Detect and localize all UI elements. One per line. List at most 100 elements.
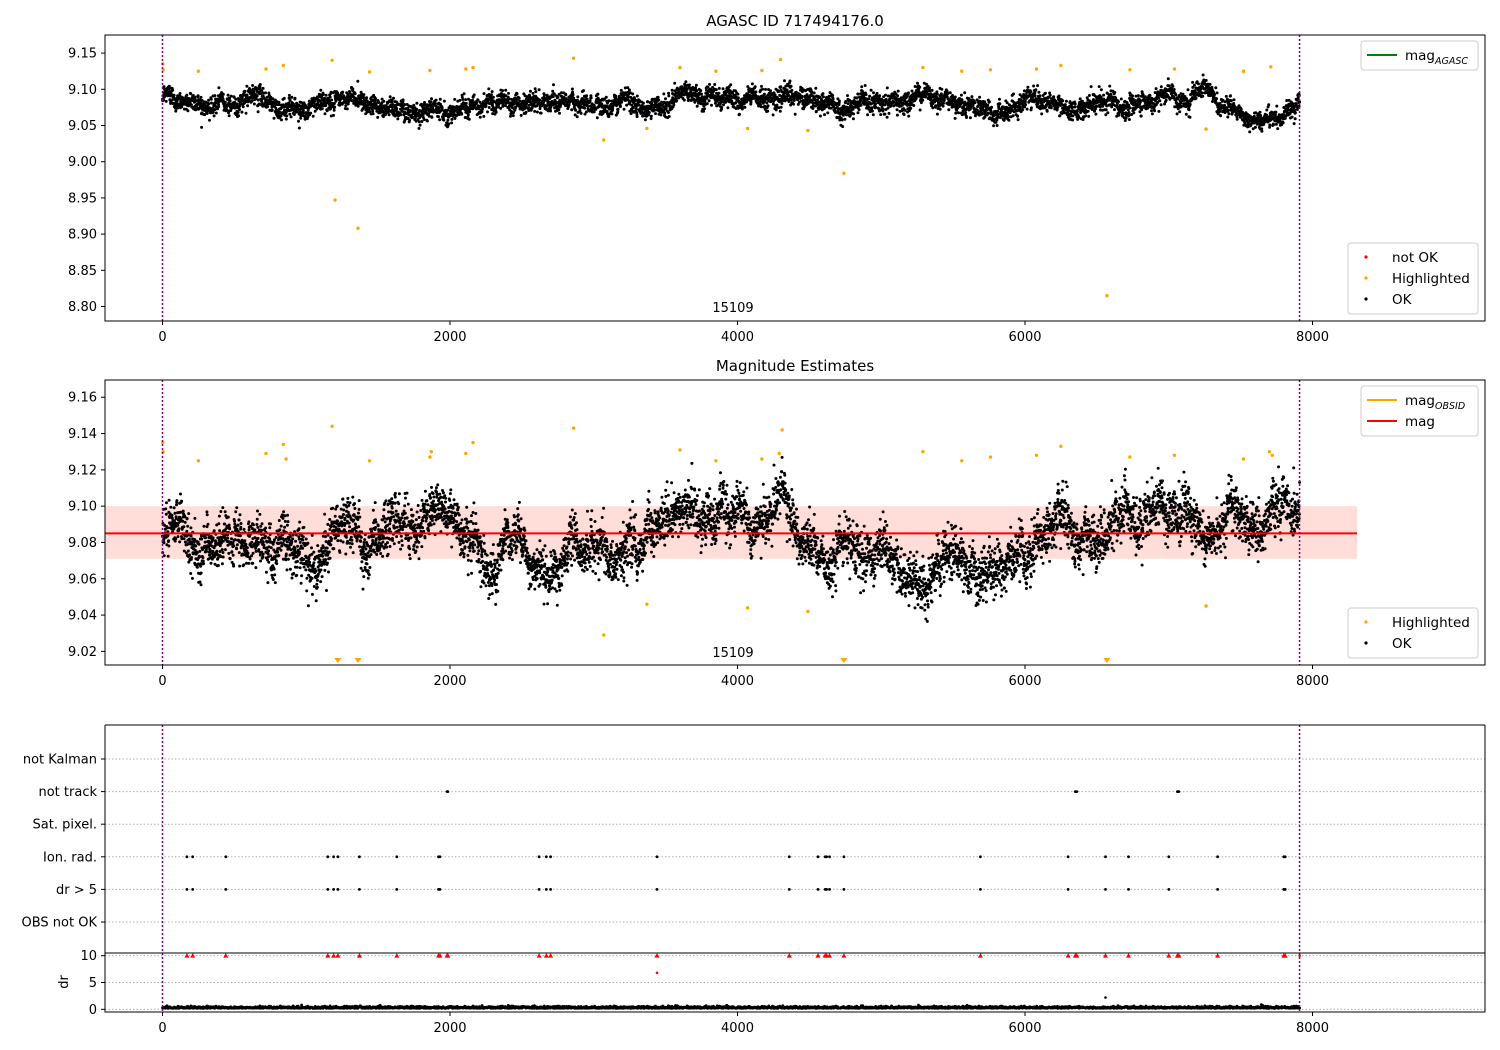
ok-point: [1201, 94, 1205, 98]
ok-point: [1106, 111, 1110, 115]
ok-point: [1208, 82, 1212, 86]
ok-point: [1187, 108, 1191, 112]
ok-point: [237, 114, 241, 118]
ok-point: [480, 110, 484, 114]
ok-point: [762, 92, 766, 96]
ok-point: [1016, 114, 1020, 118]
ok-point: [1029, 106, 1033, 110]
ok-point: [186, 109, 190, 113]
ok-point: [315, 95, 319, 99]
ok-point: [947, 108, 951, 112]
ok-point: [256, 98, 260, 102]
ok-point: [1235, 117, 1239, 121]
ok-point: [948, 91, 952, 95]
ok-point: [501, 89, 505, 93]
ok-point: [792, 98, 796, 102]
ok-point: [223, 100, 227, 104]
ok-point: [438, 118, 442, 122]
ok-point: [840, 118, 844, 122]
ok-point: [288, 112, 292, 116]
ok-point: [552, 83, 555, 87]
ok-point: [664, 106, 668, 110]
ok-point: [245, 84, 249, 88]
ok-point: [289, 115, 293, 119]
ok-point: [1099, 88, 1103, 92]
ok-point: [907, 91, 910, 95]
ok-point: [226, 93, 230, 97]
ok-point: [229, 109, 233, 113]
ok-point: [760, 84, 763, 88]
ok-point: [324, 93, 328, 97]
ok-point: [1071, 118, 1074, 122]
ok-point: [779, 105, 783, 109]
ok-point: [1016, 118, 1020, 122]
ok-point: [328, 95, 332, 99]
ok-point: [607, 115, 611, 119]
ok-point: [660, 100, 664, 104]
ok-point: [635, 115, 639, 119]
ok-point: [1113, 108, 1116, 112]
ok-point: [1113, 91, 1117, 94]
ok-point: [874, 102, 877, 106]
ok-point: [345, 107, 349, 111]
ok-point: [588, 99, 592, 103]
ok-point: [662, 92, 666, 96]
ok-point: [779, 85, 783, 89]
ok-point: [956, 111, 960, 115]
ok-point: [212, 114, 216, 118]
ok-point: [210, 101, 213, 105]
ok-point: [844, 100, 848, 103]
ok-point: [189, 92, 193, 96]
ok-point: [1188, 102, 1192, 106]
ok-point: [714, 88, 718, 92]
ok-point: [1219, 114, 1223, 118]
ok-point: [619, 104, 622, 108]
ok-point: [987, 100, 991, 104]
ok-point: [185, 93, 189, 97]
ok-point: [1213, 93, 1216, 97]
ok-point: [844, 113, 848, 117]
ok-point: [682, 98, 686, 102]
ok-point: [790, 88, 794, 92]
ok-point: [659, 113, 663, 117]
ok-point: [657, 98, 661, 102]
ok-point: [753, 85, 757, 89]
ok-point: [626, 95, 630, 99]
ok-point: [199, 101, 203, 105]
ok-point: [1063, 103, 1067, 107]
ok-point: [244, 111, 248, 115]
ok-point: [466, 113, 470, 117]
ok-point: [831, 93, 835, 97]
ok-point: [935, 92, 939, 96]
ok-point: [1102, 93, 1106, 97]
ok-point: [821, 95, 825, 99]
ok-point: [293, 96, 297, 100]
ok-point: [464, 98, 468, 102]
ok-point: [837, 99, 841, 103]
ok-point: [164, 99, 168, 103]
ok-point: [482, 114, 486, 118]
ok-point: [953, 116, 957, 120]
panel-1-title: AGASC ID 717494176.0: [706, 12, 884, 30]
ok-point: [1097, 85, 1101, 89]
ok-point: [213, 108, 217, 112]
ok-point: [1215, 97, 1218, 101]
ok-point: [232, 95, 236, 99]
ok-point: [787, 93, 791, 97]
ok-point: [1012, 92, 1015, 96]
ok-point: [843, 117, 847, 121]
ok-point: [610, 112, 614, 116]
ok-point: [556, 95, 560, 99]
ok-point: [635, 94, 639, 98]
ok-point: [266, 105, 270, 109]
ok-point: [872, 91, 875, 95]
ok-point: [570, 87, 574, 91]
ok-point: [1127, 103, 1131, 107]
ok-point: [992, 124, 996, 128]
ok-point: [255, 94, 259, 98]
ok-point: [983, 115, 987, 119]
ok-point: [509, 114, 512, 118]
ok-point: [622, 107, 626, 111]
ok-point: [1201, 73, 1205, 77]
ok-point: [1154, 87, 1158, 91]
